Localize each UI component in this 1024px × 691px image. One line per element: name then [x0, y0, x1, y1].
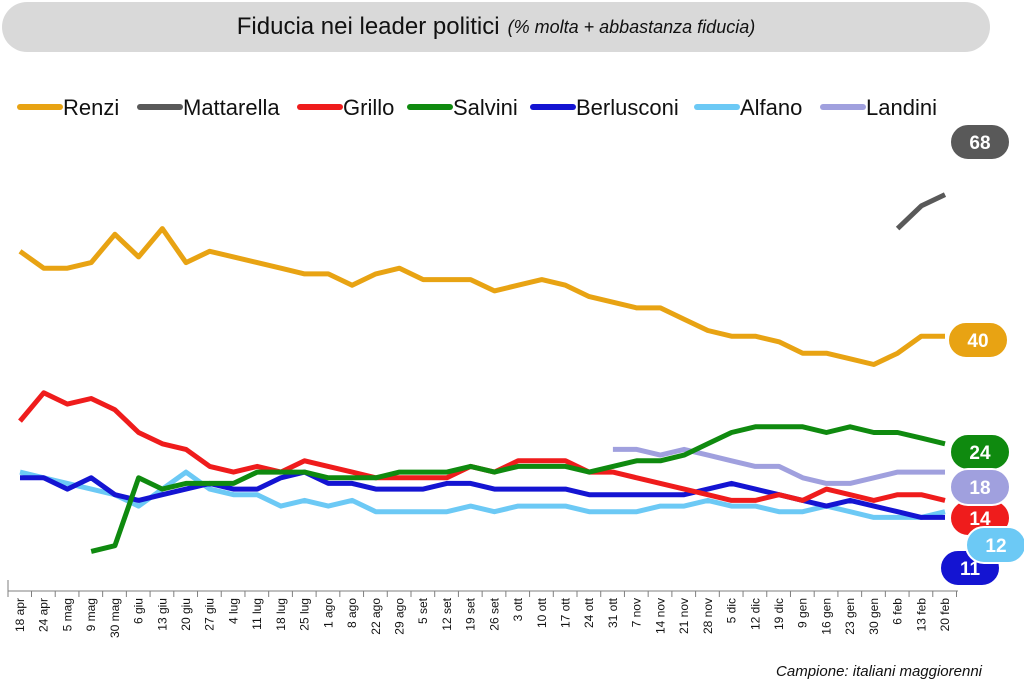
end-badge-label-renzi: 40 [967, 331, 988, 352]
end-badge-mattarella [949, 123, 1011, 161]
x-tick-label: 5 dic [725, 598, 739, 623]
x-tick-label: 5 mag [60, 598, 74, 631]
legend-label-renzi: Renzi [63, 95, 119, 120]
x-tick-label: 31 ott [606, 597, 620, 628]
x-tick-label: 30 gen [867, 598, 881, 635]
x-tick-label: 5 set [416, 597, 430, 624]
x-tick-label: 29 ago [392, 598, 406, 635]
x-tick-label: 27 giu [203, 598, 217, 631]
x-tick-label: 6 giu [132, 598, 146, 624]
series-line-alfano [19, 469, 946, 520]
end-badge-label-mattarella: 68 [969, 133, 990, 154]
chart-title: Fiducia nei leader politici [236, 13, 500, 40]
legend-label-grillo: Grillo [343, 95, 394, 120]
x-tick-label: 22 ago [369, 598, 383, 635]
x-tick-label: 26 set [487, 597, 501, 630]
x-tick-label: 12 set [440, 597, 454, 630]
legend-label-landini: Landini [866, 95, 937, 120]
x-tick-label: 4 lug [226, 598, 240, 624]
series-line-salvini [90, 424, 946, 554]
legend-label-berlusconi: Berlusconi [576, 95, 679, 120]
x-tick-label: 19 dic [772, 598, 786, 630]
x-tick-label: 14 nov [653, 598, 667, 634]
x-tick-label: 12 dic [748, 598, 762, 630]
x-tick-label: 17 ott [559, 597, 573, 628]
x-tick-label: 1 ago [321, 598, 335, 628]
sample-footnote: Campione: italiani maggiorenni [776, 663, 982, 680]
x-tick-label: 25 lug [298, 598, 312, 631]
x-tick-label: 11 lug [250, 598, 264, 630]
x-tick-label: 8 ago [345, 598, 359, 628]
series-line-landini [612, 446, 945, 486]
x-tick-label: 20 feb [938, 598, 952, 632]
x-tick-label: 10 ott [535, 597, 549, 628]
x-tick-label: 6 feb [891, 598, 905, 625]
end-badge-alfano [965, 526, 1024, 564]
x-tick-label: 3 ott [511, 597, 525, 621]
x-tick-label: 13 giu [155, 598, 169, 631]
x-tick-label: 28 nov [701, 598, 715, 634]
x-tick-label: 24 ott [582, 597, 596, 628]
x-tick-label: 30 mag [108, 598, 122, 638]
x-tick-label: 9 mag [84, 598, 98, 631]
end-badge-label-alfano: 12 [985, 536, 1006, 557]
chart-title-bar: Fiducia nei leader politici (% molta + a… [2, 2, 990, 52]
x-tick-label: 18 apr [13, 598, 27, 632]
series-line-renzi [18, 226, 945, 367]
legend-label-alfano: Alfano [740, 95, 802, 120]
end-badge-landini [949, 468, 1011, 506]
legend-label-mattarella: Mattarella [183, 95, 280, 120]
legend-label-salvini: Salvini [453, 95, 518, 120]
x-tick-label: 20 giu [179, 598, 193, 631]
end-badge-label-grillo: 14 [969, 509, 991, 530]
x-tick-label: 23 gen [843, 598, 857, 635]
x-tick-label: 19 set [464, 597, 478, 630]
end-badge-renzi [947, 321, 1009, 359]
x-tick-label: 16 gen [819, 598, 833, 635]
x-tick-label: 24 apr [37, 598, 51, 632]
x-tick-label: 18 lug [274, 598, 288, 631]
series-line-mattarella [895, 192, 947, 231]
x-tick-label: 7 nov [630, 598, 644, 627]
x-tick-label: 9 gen [796, 598, 810, 628]
x-tick-label: 21 nov [677, 598, 691, 634]
end-badge-label-salvini: 24 [969, 443, 991, 464]
end-badge-label-landini: 18 [969, 478, 990, 499]
chart-subtitle: (% molta + abbastanza fiducia) [507, 16, 756, 37]
x-tick-label: 13 feb [914, 598, 928, 632]
end-badge-label-berlusconi: 11 [960, 559, 981, 580]
